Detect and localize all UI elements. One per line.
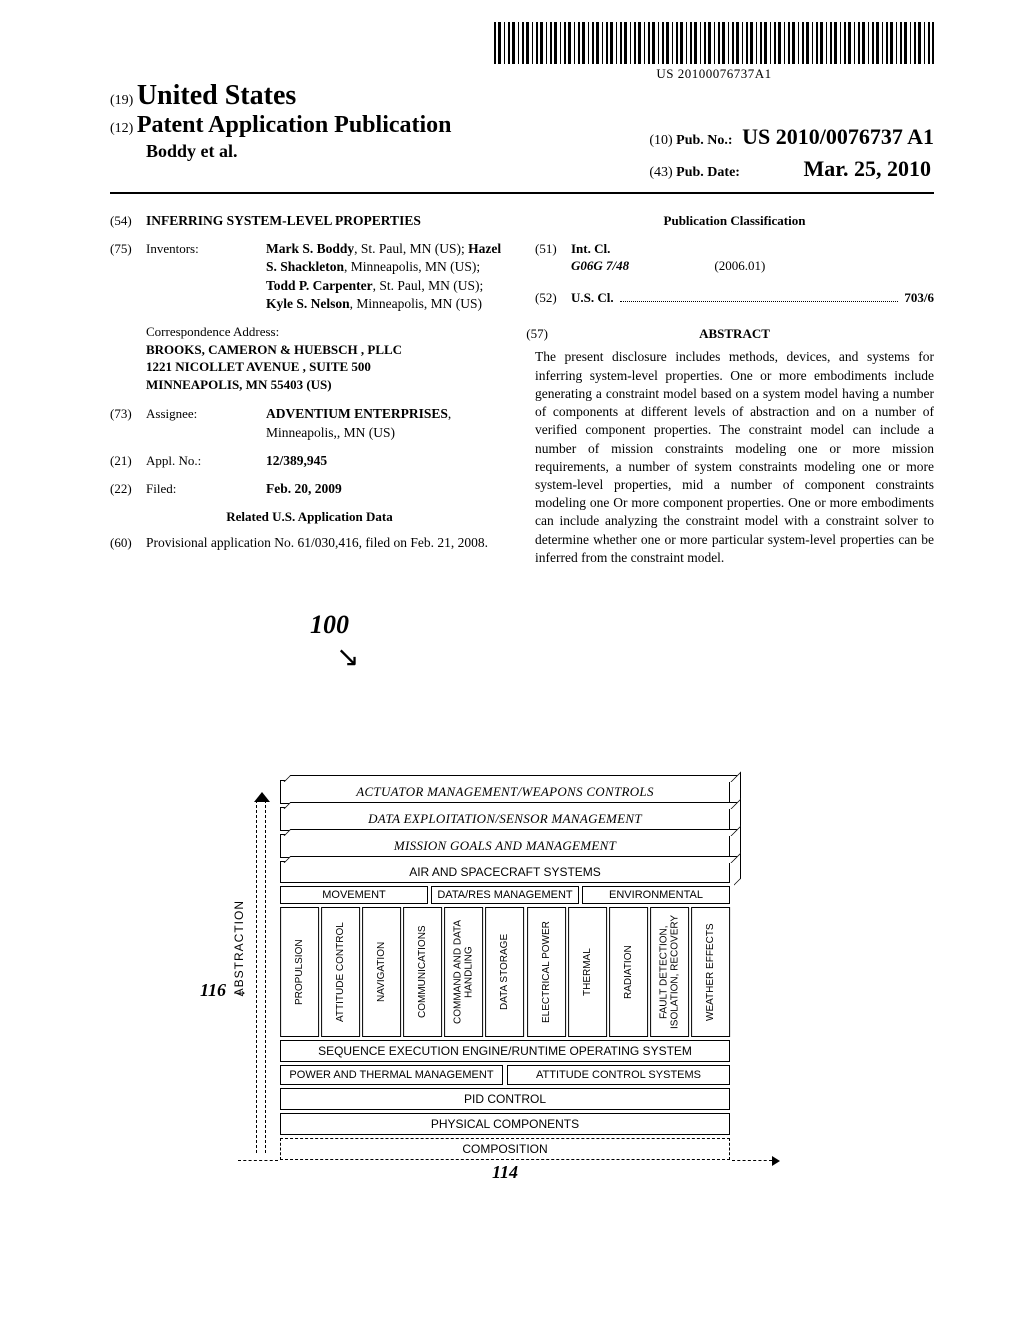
layer-top: DATA EXPLOITATION/SENSOR MANAGEMENT — [280, 807, 730, 831]
barcode-block: US 20100076737A1 — [494, 22, 934, 82]
correspondence: Correspondence Address: BROOKS, CAMERON … — [146, 323, 509, 393]
filed-value: Feb. 20, 2009 — [266, 480, 509, 498]
doc-type: Patent Application Publication — [137, 112, 452, 138]
left-column: (54) INFERRING SYSTEM-LEVEL PROPERTIES (… — [110, 212, 509, 567]
patent-title: INFERRING SYSTEM-LEVEL PROPERTIES — [146, 212, 509, 230]
barcode-text: US 20100076737A1 — [494, 66, 934, 82]
field-num-57: (57) — [519, 325, 555, 343]
field-num-60: (60) — [110, 534, 146, 552]
field-num-22: (22) — [110, 480, 146, 498]
field-num-12: (12) — [110, 121, 133, 136]
assignee-value: ADVENTIUM ENTERPRISES, Minneapolis,, MN … — [266, 405, 509, 441]
pubno-value: US 2010/0076737 A1 — [742, 124, 934, 149]
field-num-73: (73) — [110, 405, 146, 441]
pubno-label: Pub. No.: — [676, 133, 732, 148]
filed-label: Filed: — [146, 480, 266, 498]
ref-114: 114 — [280, 1162, 730, 1183]
corr-label: Correspondence Address: — [146, 323, 509, 341]
field-num-43: (43) — [649, 165, 672, 180]
intcl-year: (2006.01) — [714, 258, 765, 273]
system-group: DATA/RES MANAGEMENT — [431, 886, 579, 904]
layer-physical: PHYSICAL COMPONENTS — [280, 1113, 730, 1135]
header: (19) United States (12) Patent Applicati… — [110, 80, 934, 182]
field-num-51: (51) — [535, 240, 571, 258]
line-19: (19) United States — [110, 80, 452, 112]
layer-top: MISSION GOALS AND MANAGEMENT — [280, 834, 730, 858]
vertical-columns: PROPULSIONATTITUDE CONTROLNAVIGATIONCOMM… — [280, 907, 730, 1037]
field-num-54: (54) — [110, 212, 146, 230]
country: United States — [137, 80, 296, 111]
abstraction-axis-label: ABSTRACTION — [232, 900, 246, 996]
half-row: POWER AND THERMAL MANAGEMENTATTITUDE CON… — [280, 1065, 730, 1085]
field-num-75: (75) — [110, 240, 146, 313]
barcode-graphic — [494, 22, 934, 64]
composition-arrow-right — [732, 1160, 772, 1161]
layer-top: ACTUATOR MANAGEMENT/WEAPONS CONTROLS — [280, 780, 730, 804]
pub-no-line: (10) Pub. No.: US 2010/0076737 A1 — [649, 124, 934, 150]
intcl-row: (51) Int. Cl. — [535, 240, 934, 258]
applno-value: 12/389,945 — [266, 452, 509, 470]
layer-pid: PID CONTROL — [280, 1088, 730, 1110]
corr-line-3: MINNEAPOLIS, MN 55403 (US) — [146, 376, 509, 394]
applno-label: Appl. No.: — [146, 452, 266, 470]
field-num-21: (21) — [110, 452, 146, 470]
uscl-label: U.S. Cl. — [571, 289, 614, 307]
vertical-col: PROPULSION — [280, 907, 319, 1037]
vertical-col: NAVIGATION — [362, 907, 401, 1037]
intcl-code: G06G 7/48 — [571, 257, 711, 275]
half-cell: POWER AND THERMAL MANAGEMENT — [280, 1065, 503, 1085]
inventors-list: Mark S. Boddy, St. Paul, MN (US); Hazel … — [266, 240, 509, 313]
provisional-text: Provisional application No. 61/030,416, … — [146, 534, 509, 552]
assignee-label: Assignee: — [146, 405, 266, 441]
vertical-col: DATA STORAGE — [485, 907, 524, 1037]
abstract-label: ABSTRACT — [699, 326, 770, 341]
ref-100: 100 — [310, 610, 349, 640]
vertical-col: WEATHER EFFECTS — [691, 907, 730, 1037]
related-header: Related U.S. Application Data — [110, 508, 509, 526]
vertical-col: RADIATION — [609, 907, 648, 1037]
half-cell: ATTITUDE CONTROL SYSTEMS — [507, 1065, 730, 1085]
right-column: Publication Classification (51) Int. Cl.… — [535, 212, 934, 567]
layer-seq-engine: SEQUENCE EXECUTION ENGINE/RUNTIME OPERAT… — [280, 1040, 730, 1062]
arrow-icon: ↘ — [336, 640, 359, 674]
vertical-col: FAULT DETECTION, ISOLATION, RECOVERY — [650, 907, 689, 1037]
pub-date-line: (43) Pub. Date: Mar. 25, 2010 — [649, 156, 934, 182]
diagram: 116 → ABSTRACTION ACTUATOR MANAGEMENT/WE… — [280, 780, 730, 1183]
composition-arrow-left — [238, 1160, 278, 1161]
system-group: MOVEMENT — [280, 886, 428, 904]
corr-line-2: 1221 NICOLLET AVENUE , SUITE 500 — [146, 358, 509, 376]
field-num-19: (19) — [110, 93, 133, 108]
vertical-col: ATTITUDE CONTROL — [321, 907, 360, 1037]
uscl-row: (52) U.S. Cl. 703/6 — [535, 289, 934, 307]
vertical-col: ELECTRICAL POWER — [527, 907, 566, 1037]
intcl-code-row: G06G 7/48 (2006.01) — [535, 257, 934, 275]
authors-line: Boddy et al. — [146, 141, 452, 162]
system-groups: MOVEMENTDATA/RES MANAGEMENTENVIRONMENTAL — [280, 886, 730, 904]
layer-air-spacecraft: AIR AND SPACECRAFT SYSTEMS — [280, 861, 730, 883]
inventors-label: Inventors: — [146, 240, 266, 313]
vertical-col: COMMAND AND DATA HANDLING — [444, 907, 483, 1037]
pubclass-header: Publication Classification — [535, 212, 934, 230]
abstract-text: The present disclosure includes methods,… — [535, 348, 934, 567]
vertical-col: COMMUNICATIONS — [403, 907, 442, 1037]
abstraction-axis-arrow — [256, 800, 266, 1153]
pubdate-label: Pub. Date: — [676, 165, 740, 180]
system-group: ENVIRONMENTAL — [582, 886, 730, 904]
uscl-dots — [620, 301, 899, 302]
pubdate-value: Mar. 25, 2010 — [803, 156, 931, 181]
uscl-value: 703/6 — [904, 289, 934, 307]
composition-box: COMPOSITION — [280, 1138, 730, 1160]
line-12: (12) Patent Application Publication — [110, 112, 452, 139]
abstract-header: (57) ABSTRACT — [535, 325, 934, 343]
intcl-label: Int. Cl. — [571, 240, 631, 258]
field-num-10: (10) — [649, 133, 672, 148]
two-columns: (54) INFERRING SYSTEM-LEVEL PROPERTIES (… — [110, 212, 934, 567]
vertical-col: THERMAL — [568, 907, 607, 1037]
divider — [110, 192, 934, 194]
field-num-52: (52) — [535, 289, 571, 307]
corr-line-1: BROOKS, CAMERON & HUEBSCH , PLLC — [146, 341, 509, 359]
